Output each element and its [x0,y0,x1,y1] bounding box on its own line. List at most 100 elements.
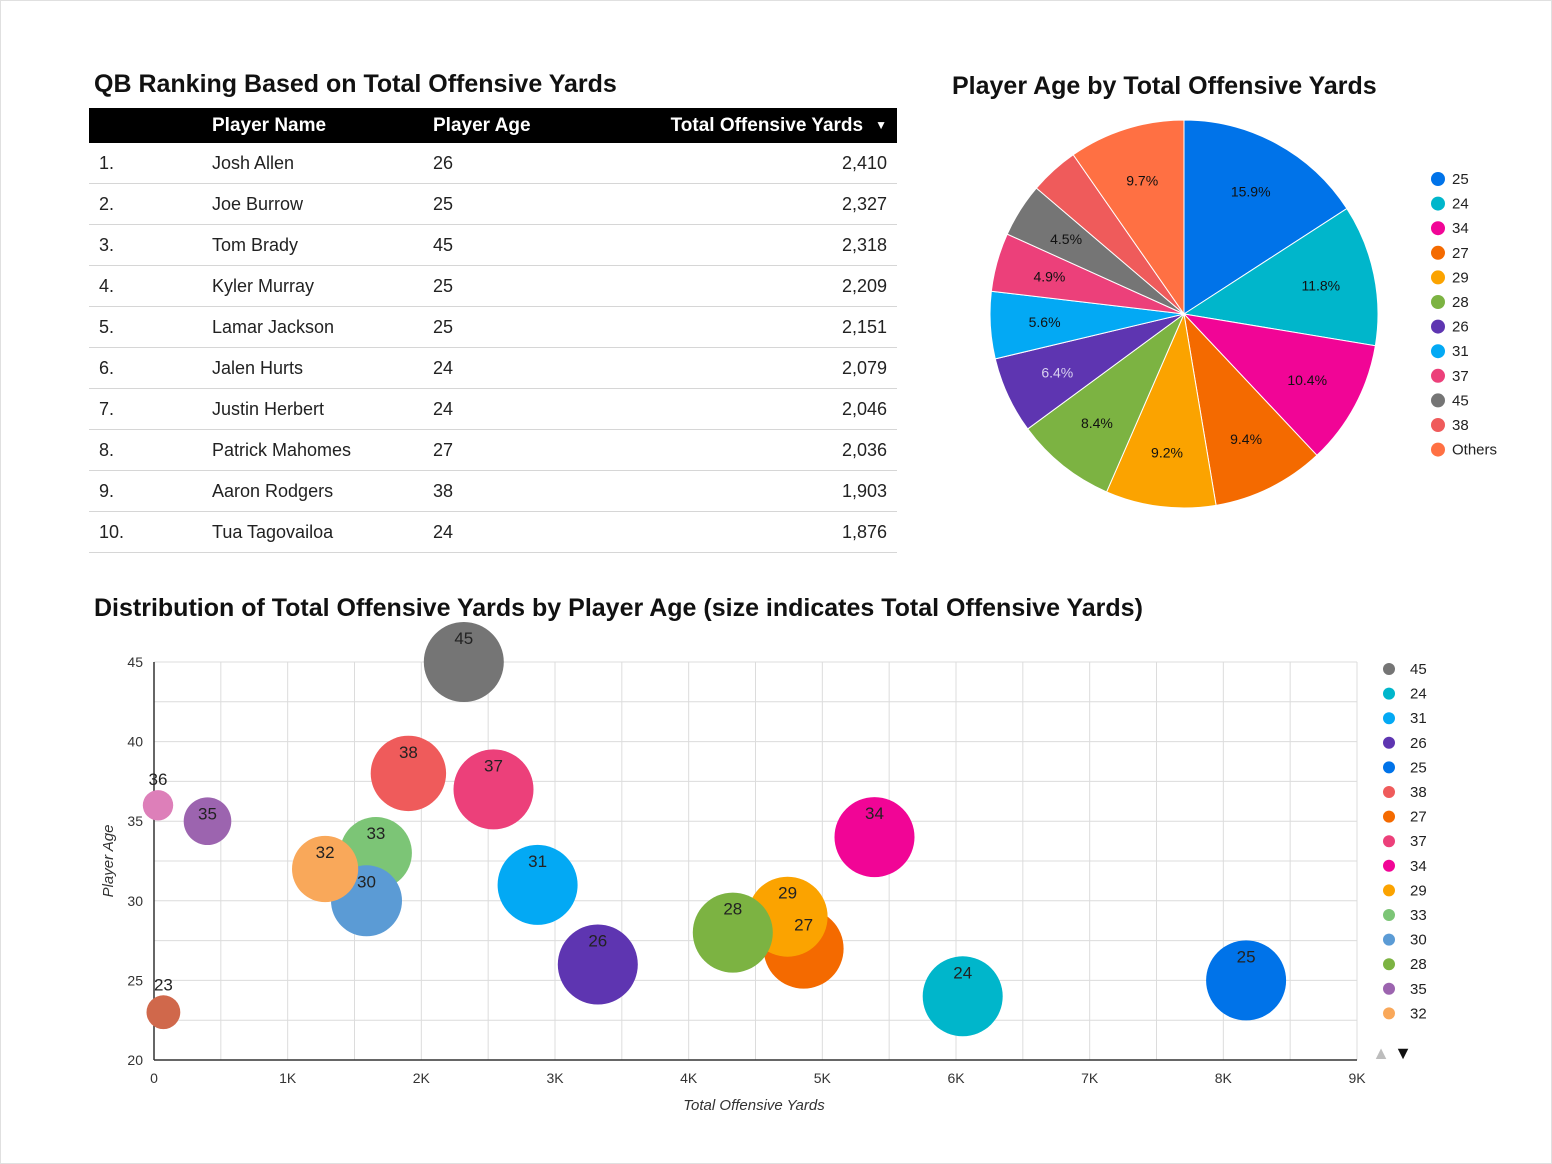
bubble-age-28[interactable] [692,892,773,973]
bubble-legend-label[interactable]: 30 [1410,932,1427,949]
total-yards-cell: 2,036 [661,429,897,471]
table-body: 1. Josh Allen 26 2,410 2. Joe Burrow 25 2,327 3.… [89,143,897,553]
bubble-legend-label[interactable]: 29 [1410,882,1427,899]
sort-descending-icon[interactable]: ▼ [875,118,887,133]
bubble-legend-label[interactable]: 27 [1410,809,1427,826]
bubble-label: 25 [1237,947,1256,966]
player-name-column-header[interactable]: Player Name [212,114,327,136]
bubble-legend-marker [1383,1007,1395,1020]
bubble-legend-label[interactable]: 25 [1410,759,1427,776]
bubble-legend-label[interactable]: 37 [1410,833,1427,850]
pie-slice-label: 9.2% [1151,445,1183,461]
pie-slice-25[interactable] [1183,119,1348,315]
table-row[interactable]: 1. Josh Allen 26 2,410 [89,143,897,184]
pie-legend-label[interactable]: 38 [1452,417,1469,434]
player-name-cell: Jalen Hurts [212,347,433,389]
pie-legend-label[interactable]: 29 [1452,269,1469,286]
total-yards-cell: 1,903 [661,470,897,512]
pie-slice-others[interactable] [1072,119,1185,316]
x-tick-label: 0 [150,1070,158,1086]
bubble-legend-label[interactable]: 45 [1410,661,1427,678]
bubble-age-24[interactable] [922,956,1003,1037]
table-row[interactable]: 5. Lamar Jackson 25 2,151 [89,306,897,348]
bubble-legend-marker [1383,687,1395,700]
bubble-age-37[interactable] [453,749,534,830]
bubble-legend-label[interactable]: 24 [1410,686,1427,703]
pie-legend-label[interactable]: Others [1452,442,1497,459]
player-name-cell: Kyler Murray [212,265,433,307]
bubble-age-36[interactable] [142,790,174,821]
bubble-label: 26 [588,932,607,951]
pie-legend-label[interactable]: 31 [1452,343,1469,360]
pie-legend-label[interactable]: 27 [1452,245,1469,262]
legend-page-up-button[interactable]: ▲ [1372,1043,1390,1063]
bubble-age-23[interactable] [146,995,181,1030]
bubble-legend-label[interactable]: 31 [1410,710,1427,727]
bubble-legend-label[interactable]: 26 [1410,735,1427,752]
pie-slice-28[interactable] [1027,312,1186,493]
table-row[interactable]: 10. Tua Tagovailoa 24 1,876 [89,511,897,553]
player-age-cell: 25 [433,265,661,307]
bubble-legend-marker [1383,835,1395,848]
rank-cell: 9. [89,470,212,512]
player-age-column-header[interactable]: Player Age [433,114,531,136]
table-row[interactable]: 3. Tom Brady 45 2,318 [89,224,897,266]
bubble-legend-label[interactable]: 33 [1410,907,1427,924]
x-tick-label: 9K [1348,1070,1366,1086]
bubble-legend-label[interactable]: 28 [1410,956,1427,973]
table-row[interactable]: 2. Joe Burrow 25 2,327 [89,183,897,225]
bubble-legend-marker [1383,909,1395,921]
bubble-age-35[interactable] [183,797,232,845]
table-row[interactable]: 8. Patrick Mahomes 27 2,036 [89,429,897,471]
bubble-label: 36 [149,770,168,789]
total-yards-column-header[interactable]: Total Offensive Yards ▼ [661,108,897,143]
bubble-age-32[interactable] [292,835,359,903]
total-yards-cell: 2,079 [661,347,897,389]
bubble-age-38[interactable] [370,735,447,812]
pie-slice-label: 6.4% [1041,365,1073,381]
pie-legend-marker [1431,319,1445,334]
pie-legend-label[interactable]: 45 [1452,392,1469,409]
total-yards-cell: 1,876 [661,511,897,553]
bubble-label: 30 [357,872,376,891]
table-row[interactable]: 9. Aaron Rodgers 38 1,903 [89,470,897,512]
table-row[interactable]: 6. Jalen Hurts 24 2,079 [89,347,897,389]
bubble-age-25[interactable] [1206,940,1287,1021]
bubble-legend-label[interactable]: 38 [1410,784,1427,801]
bubble-age-26[interactable] [557,924,638,1005]
bubble-legend-label[interactable]: 32 [1410,1005,1427,1022]
pie-legend-marker [1431,245,1445,260]
y-tick-label: 30 [127,893,143,909]
pie-legend-label[interactable]: 25 [1452,171,1469,188]
pie-legend-label[interactable]: 28 [1452,294,1469,311]
bubble-age-34[interactable] [834,797,915,878]
pie-slice-29[interactable] [1105,312,1217,509]
pie-slice-24[interactable] [1182,207,1379,347]
bubble-legend-label[interactable]: 34 [1410,858,1427,875]
x-tick-label: 5K [814,1070,832,1086]
y-tick-label: 25 [127,972,143,988]
bubble-age-45[interactable] [423,622,504,702]
table-row[interactable]: 4. Kyler Murray 25 2,209 [89,265,897,307]
bubble-legend-marker [1383,786,1395,798]
pie-legend-marker [1431,442,1445,457]
pie-slice-label: 5.6% [1029,314,1061,330]
total-yards-cell: 2,410 [661,143,897,184]
pie-legend-label[interactable]: 24 [1452,196,1469,213]
pie-legend-label[interactable]: 34 [1452,220,1469,237]
pie-legend-label[interactable]: 37 [1452,368,1469,385]
table-row[interactable]: 7. Justin Herbert 24 2,046 [89,388,897,430]
pie-slice-34[interactable] [1182,313,1376,457]
player-age-cell: 24 [433,388,661,430]
legend-page-down-button[interactable]: ▼ [1394,1043,1412,1063]
pie-slice-27[interactable] [1183,312,1318,506]
pie-legend-label[interactable]: 26 [1452,319,1469,336]
bubble-age-31[interactable] [497,844,578,925]
player-name-cell: Justin Herbert [212,388,433,430]
pie-legend-marker [1431,393,1445,408]
player-age-cell: 24 [433,511,661,553]
pie-slice-label: 9.4% [1230,431,1262,447]
pie-slice-label: 4.9% [1033,269,1065,285]
bubble-legend-label[interactable]: 35 [1410,981,1427,998]
qb-ranking-table: Player Name Player Age Total Offensive Y… [89,108,897,553]
